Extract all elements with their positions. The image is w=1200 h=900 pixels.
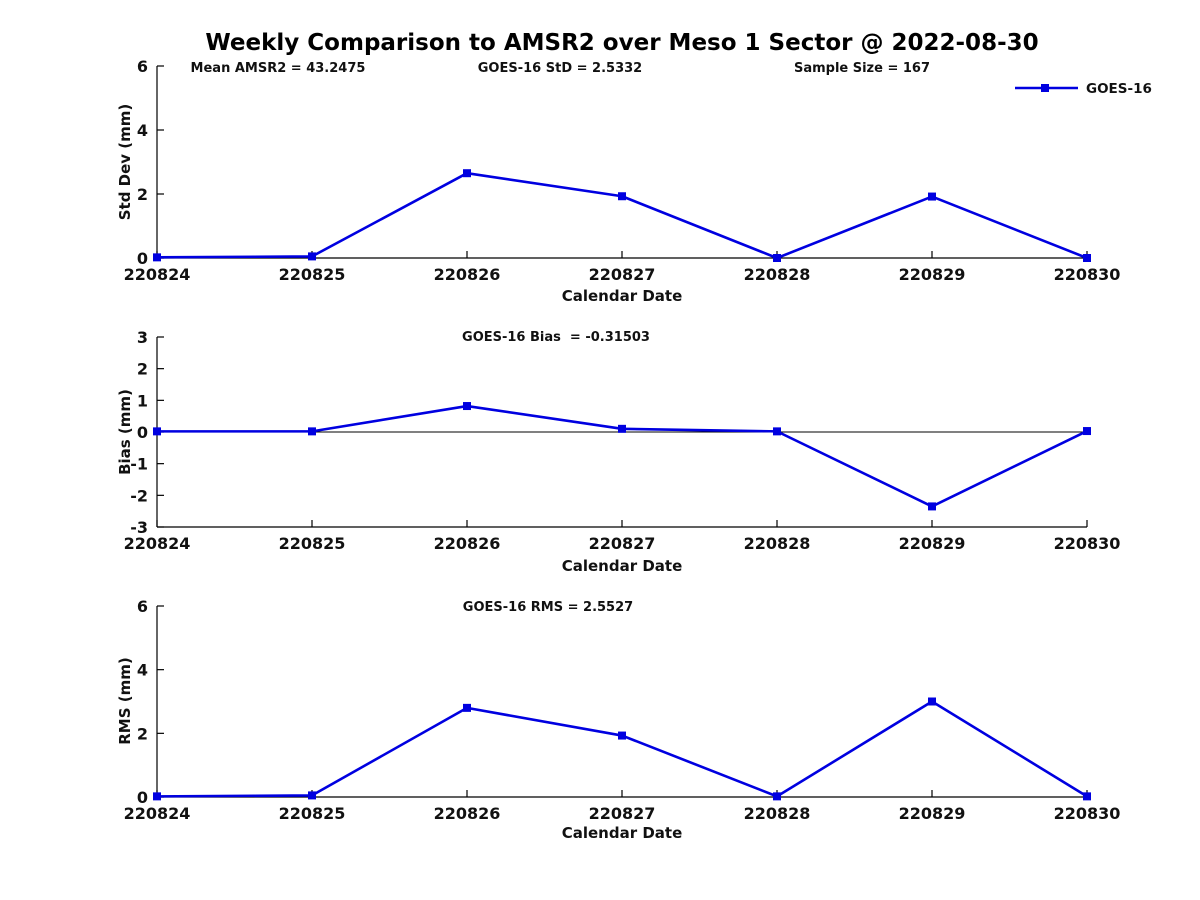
legend-label-goes16: GOES-16 (1086, 81, 1152, 97)
y-tick-label: 6 (137, 597, 148, 616)
data-point-marker (1083, 792, 1091, 801)
annotation-goes16-rms: GOES-16 RMS = 2.5527 (462, 600, 634, 615)
ylabel-bias: Bias (mm) (116, 389, 134, 475)
x-tick-label: 220824 (124, 265, 191, 284)
legend-marker (1041, 84, 1049, 92)
data-point-marker (773, 254, 781, 262)
data-point-marker (153, 253, 161, 262)
ylabel-rms: RMS (mm) (116, 657, 134, 745)
x-tick-label: 220826 (434, 265, 501, 284)
x-tick-label: 220825 (279, 265, 346, 284)
y-tick-label: 0 (137, 423, 148, 442)
data-point-marker (928, 502, 936, 511)
y-tick-label: 0 (137, 249, 148, 268)
y-tick-label: 0 (137, 788, 148, 807)
data-point-marker (308, 427, 316, 436)
annotation-sample-size: Sample Size = 167 (793, 61, 931, 76)
annotation-mean-amsr2: Mean AMSR2 = 43.2475 (190, 61, 366, 76)
y-tick-label: 4 (137, 661, 148, 680)
x-tick-label: 220826 (434, 804, 501, 823)
x-tick-label: 220828 (744, 265, 811, 284)
x-tick-label: 220830 (1054, 804, 1121, 823)
x-tick-label: 220829 (899, 534, 966, 553)
y-tick-label: 6 (137, 57, 148, 76)
data-point-marker (618, 731, 626, 740)
annotation-goes16-bias: GOES-16 Bias = -0.31503 (462, 330, 650, 345)
x-tick-label: 220830 (1054, 265, 1121, 284)
data-point-marker (773, 427, 781, 436)
y-tick-label: 1 (137, 391, 148, 410)
xlabel-calendar-date-3: Calendar Date (561, 824, 683, 842)
x-tick-label: 220828 (744, 534, 811, 553)
y-tick-label: 4 (137, 121, 148, 140)
x-tick-label: 220830 (1054, 534, 1121, 553)
x-tick-label: 220829 (899, 265, 966, 284)
x-tick-label: 220824 (124, 804, 191, 823)
x-tick-label: 220824 (124, 534, 191, 553)
x-tick-label: 220827 (589, 265, 656, 284)
x-tick-label: 220826 (434, 534, 501, 553)
x-tick-label: 220828 (744, 804, 811, 823)
data-line (157, 404, 1088, 508)
ylabel-std-dev: Std Dev (mm) (116, 103, 134, 221)
legend (1015, 84, 1078, 92)
data-point-marker (308, 252, 316, 261)
subplot-std-dev-mm-: 220824 220825 220826 220827 220828 220829 2208… (124, 57, 1121, 284)
data-line (156, 171, 1088, 260)
x-tick-label: 220827 (589, 534, 656, 553)
y-tick-label: -2 (130, 486, 148, 505)
data-point-marker (618, 424, 626, 433)
data-point-marker (928, 192, 936, 201)
data-point-marker (928, 697, 936, 706)
data-point-marker (153, 427, 161, 436)
xlabel-calendar-date-2: Calendar Date (561, 557, 683, 575)
y-tick-label: 2 (137, 185, 148, 204)
x-tick-label: 220829 (899, 804, 966, 823)
y-tick-label: 2 (137, 360, 148, 379)
xlabel-calendar-date-1: Calendar Date (561, 287, 683, 305)
subplot-rms-mm-: 220824 220825 220826 220827 220828 220829 2208… (124, 597, 1121, 823)
data-point-marker (308, 791, 316, 800)
annotation-goes16-std: GOES-16 StD = 2.5332 (477, 61, 643, 76)
x-tick-label: 220827 (589, 804, 656, 823)
y-tick-label: 3 (137, 328, 148, 347)
data-point-marker (463, 703, 471, 712)
data-point-marker (618, 192, 626, 201)
data-point-marker (773, 792, 781, 801)
y-tick-label: 2 (137, 724, 148, 743)
y-tick-label: -1 (130, 455, 148, 474)
x-tick-label: 220825 (279, 804, 346, 823)
data-point-marker (153, 792, 161, 801)
data-point-marker (1083, 254, 1091, 262)
data-point-marker (463, 402, 471, 411)
subplot-bias-mm-: 220824 220825 220826 220827 220828 220829 2208… (124, 328, 1121, 553)
data-point-marker (1083, 427, 1091, 436)
figure-title: Weekly Comparison to AMSR2 over Meso 1 S… (205, 30, 1039, 56)
y-tick-label: -3 (130, 518, 148, 537)
data-point-marker (463, 169, 471, 178)
data-line (156, 700, 1088, 798)
x-tick-label: 220825 (279, 534, 346, 553)
